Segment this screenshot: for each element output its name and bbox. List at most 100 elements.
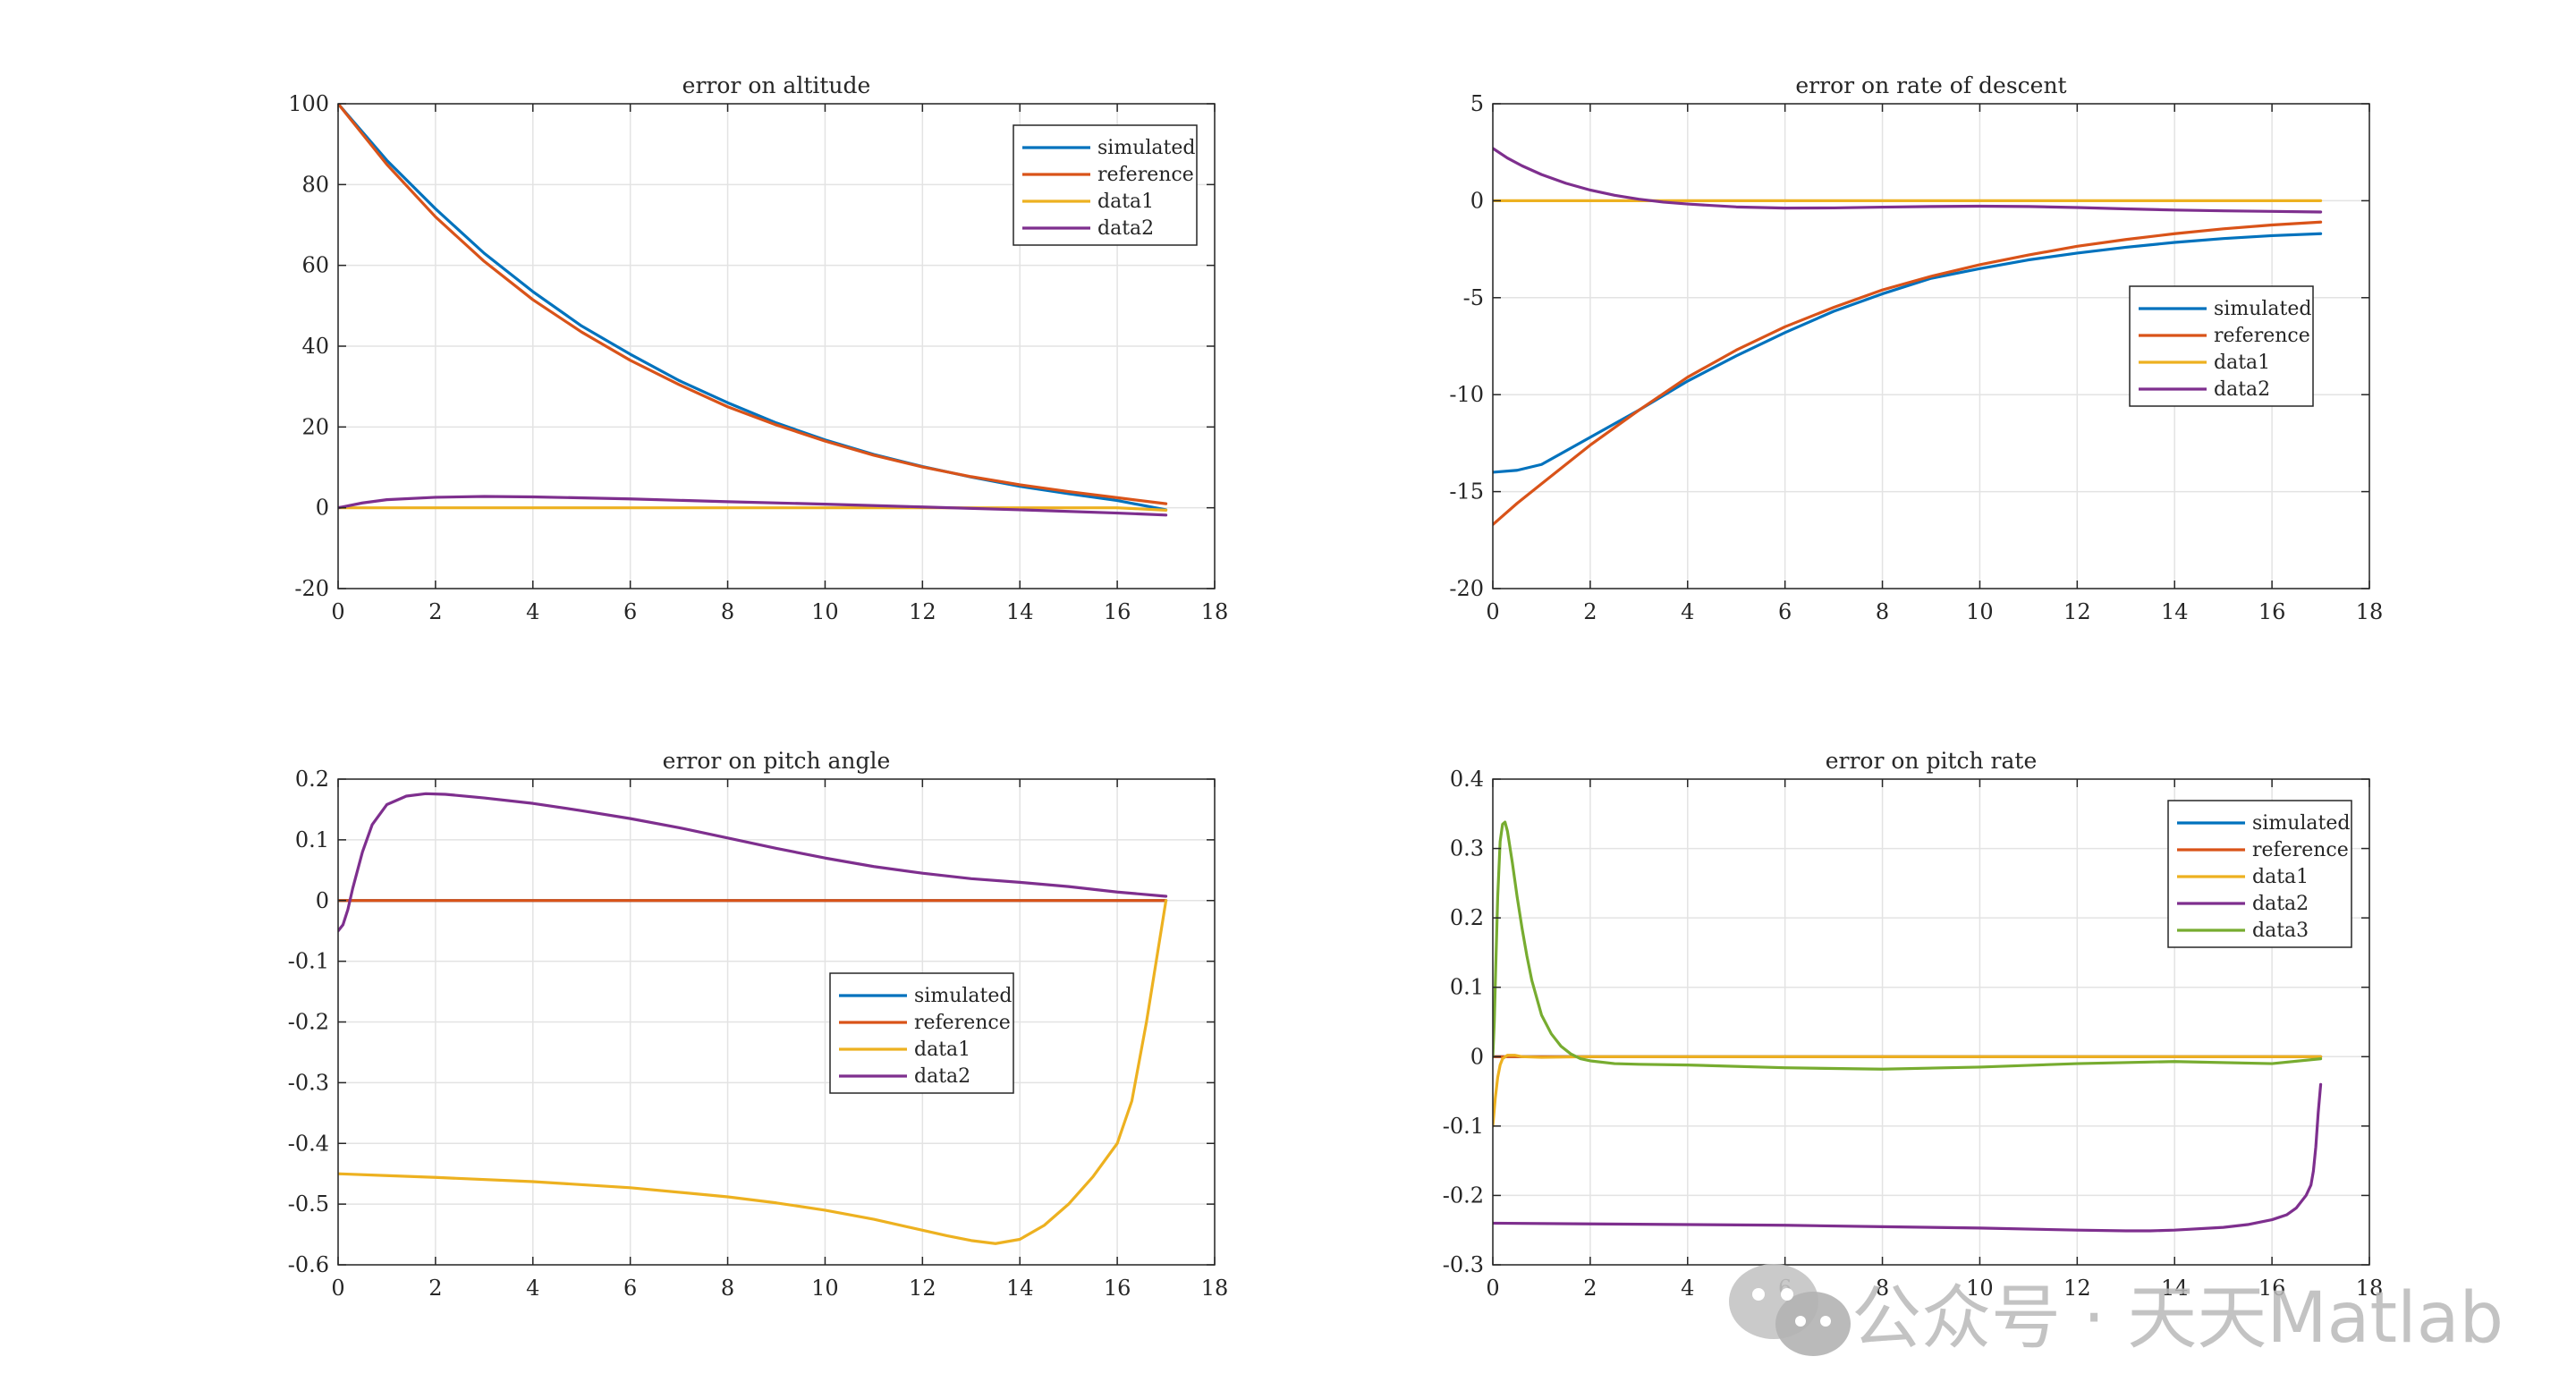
x-tick-label: 6	[623, 599, 637, 624]
wechat-icon	[1729, 1264, 1851, 1356]
x-tick-label: 16	[1104, 599, 1131, 624]
legend-label-data2: data2	[914, 1065, 970, 1088]
subplot-error-on-pitch-angle: 0 2 4 6 8 10 12 14 16 18 -0.6 -0.5 -0.4 -0.3 -0.2 -0.1 0…	[288, 748, 1229, 1301]
x-tick-label: 2	[1583, 1276, 1597, 1301]
legend-label-data3: data3	[2252, 920, 2309, 942]
subplot-error-on-pitch-rate: 024681012141618-0.3-0.2-0.100.10.20.30.4…	[1443, 748, 2384, 1301]
legend-box	[2167, 800, 2352, 948]
x-tick-label: 18	[1201, 1276, 1229, 1301]
x-tick-label: 4	[1681, 599, 1694, 624]
series-group	[1493, 147, 2323, 527]
series-line-data2	[1493, 1082, 2323, 1233]
y-tick-label: 5	[1470, 91, 1484, 116]
series-line-data2	[1493, 147, 2323, 214]
legend-label-simulated: simulated	[2214, 298, 2311, 320]
y-tick-label: 0.3	[1450, 836, 1484, 861]
legend-label-simulated: simulated	[1097, 137, 1195, 159]
watermark: 公众号 · 天天Matlab	[1729, 1264, 2504, 1359]
x-tick-label: 8	[721, 599, 734, 624]
y-tick-label: -0.3	[1443, 1252, 1484, 1277]
y-tick-label: 20	[301, 414, 329, 439]
y-tick-label: -20	[294, 576, 329, 601]
legend: simulated reference data1 data2 data3	[2167, 800, 2352, 948]
legend-label-data1: data1	[2252, 866, 2309, 888]
y-tick-label: -0.4	[288, 1131, 329, 1156]
legend-label-data1: data1	[1097, 191, 1154, 213]
x-tick-label: 0	[331, 1276, 344, 1301]
legend-label-simulated: simulated	[2252, 812, 2350, 835]
series-line-simulated	[1493, 232, 2323, 474]
series-line-data2	[338, 495, 1168, 517]
y-tick-label: -0.6	[288, 1252, 329, 1277]
y-tick-label: 80	[301, 172, 329, 197]
x-tick-label: 2	[428, 599, 442, 624]
y-tick-label: 0	[316, 496, 329, 521]
y-tick-label: 0.4	[1450, 767, 1484, 792]
x-tick-label: 14	[1006, 1276, 1034, 1301]
chart-title: error on pitch rate	[1826, 748, 2038, 774]
legend-label-simulated: simulated	[914, 985, 1012, 1007]
chart-title: error on rate of descent	[1795, 72, 2066, 98]
series-line-data2	[338, 792, 1168, 933]
y-tick-label: 100	[288, 91, 329, 116]
series-line-reference	[1493, 220, 2323, 527]
y-tick-label: 0.1	[295, 827, 329, 852]
series-line-reference	[338, 104, 1168, 505]
series-group	[338, 792, 1168, 1245]
x-tick-label: 18	[1201, 599, 1229, 624]
legend: simulated reference data1 data2	[1013, 124, 1198, 246]
y-tick-label: 0	[1470, 188, 1484, 213]
y-tick-label: 0	[1470, 1044, 1484, 1069]
legend-label-reference: reference	[2252, 839, 2349, 861]
x-tick-label: 12	[2063, 1276, 2091, 1301]
x-tick-label: 0	[1486, 599, 1499, 624]
legend: simulated reference data1 data2	[2129, 285, 2314, 407]
legend-box	[2129, 285, 2314, 407]
legend-label-data1: data1	[914, 1039, 970, 1061]
axes-box	[1492, 103, 2370, 589]
x-tick-label: 4	[1681, 1276, 1694, 1301]
y-tick-label: 40	[301, 334, 329, 359]
x-tick-label: 4	[526, 1276, 539, 1301]
series-group	[338, 104, 1168, 517]
legend-label-data2: data2	[2214, 378, 2270, 401]
y-tick-label: -0.5	[288, 1191, 329, 1217]
x-tick-label: 18	[2356, 599, 2384, 624]
x-tick-label: 6	[1778, 599, 1792, 624]
y-tick-label: 0	[316, 888, 329, 913]
x-tick-label: 0	[331, 599, 344, 624]
axes-box	[1492, 778, 2370, 1266]
y-tick-label: 60	[301, 253, 329, 278]
chart-title: error on altitude	[682, 72, 871, 98]
x-tick-label: 8	[1876, 599, 1889, 624]
series-line-simulated	[338, 104, 1168, 512]
legend-label-reference: reference	[1097, 164, 1194, 186]
legend-label-data2: data2	[1097, 217, 1154, 240]
series-line-data3	[1493, 820, 2323, 1071]
series-line-data1	[338, 506, 1168, 512]
legend-box	[829, 972, 1014, 1094]
x-tick-label: 0	[1486, 1276, 1499, 1301]
x-tick-label: 8	[721, 1276, 734, 1301]
chart-title: error on pitch angle	[663, 748, 891, 774]
x-tick-label: 2	[428, 1276, 442, 1301]
y-tick-label: -20	[1449, 576, 1484, 601]
y-tick-label: -10	[1449, 382, 1484, 407]
x-tick-label: 12	[2063, 599, 2091, 624]
x-tick-label: 10	[811, 1276, 839, 1301]
legend-label-data1: data1	[2214, 352, 2270, 374]
y-tick-label: -0.2	[1443, 1183, 1484, 1208]
y-tick-label: -0.1	[1443, 1114, 1484, 1139]
x-tick-label: 16	[2258, 599, 2286, 624]
legend-label-reference: reference	[914, 1012, 1011, 1034]
x-tick-label: 16	[2258, 1276, 2286, 1301]
x-tick-label: 4	[526, 599, 539, 624]
legend-label-data2: data2	[2252, 893, 2309, 915]
x-tick-label: 10	[1966, 1276, 1994, 1301]
y-tick-label: -0.2	[288, 1010, 329, 1035]
series-line-data1	[338, 899, 1168, 1245]
x-tick-label: 10	[1966, 599, 1994, 624]
x-tick-label: 6	[623, 1276, 637, 1301]
